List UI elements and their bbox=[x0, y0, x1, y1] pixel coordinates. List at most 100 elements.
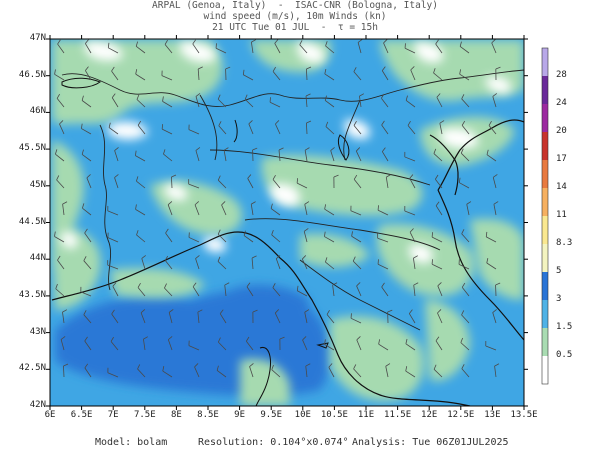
wind-barb bbox=[162, 96, 173, 108]
wind-barb bbox=[495, 282, 501, 297]
wind-barb bbox=[215, 43, 227, 54]
colorbar-frame bbox=[541, 47, 549, 385]
wind-barb bbox=[381, 147, 389, 162]
wind-barb bbox=[167, 336, 173, 351]
wind-barb bbox=[404, 43, 416, 54]
wind-barb bbox=[461, 94, 470, 108]
wind-barb bbox=[385, 363, 391, 378]
wind-barb bbox=[110, 336, 119, 351]
wind-barb bbox=[57, 39, 65, 54]
wind-barb bbox=[137, 282, 146, 297]
wind-barb bbox=[279, 336, 285, 351]
latitude-label: 45N bbox=[29, 179, 46, 190]
wind-barb bbox=[84, 336, 92, 351]
wind-barb bbox=[197, 309, 203, 324]
wind-barb bbox=[111, 66, 119, 81]
wind-barb bbox=[413, 255, 418, 270]
wind-barb bbox=[192, 282, 200, 297]
wind-barb bbox=[188, 179, 200, 189]
wind-barb bbox=[405, 338, 416, 351]
wind-barb bbox=[356, 336, 362, 351]
header-title: ARPAL (Genoa, Italy) - ISAC-CNR (Bologna… bbox=[152, 0, 438, 11]
wind-barb bbox=[141, 255, 146, 270]
coastlines bbox=[51, 119, 524, 406]
wind-barb bbox=[383, 39, 389, 54]
wind-barb bbox=[328, 363, 335, 378]
wind-barb bbox=[381, 282, 389, 297]
wind-barb bbox=[83, 310, 92, 324]
wind-barb bbox=[304, 201, 310, 216]
wind-barb bbox=[324, 231, 335, 243]
wind-barb bbox=[435, 336, 443, 351]
wind-barb bbox=[486, 258, 497, 270]
wind-barb bbox=[460, 148, 470, 162]
wind-barb bbox=[137, 364, 146, 378]
wind-barb bbox=[333, 174, 339, 189]
wind-barb bbox=[84, 228, 92, 243]
wind-barb bbox=[439, 120, 445, 135]
wind-barb bbox=[195, 147, 201, 162]
colorbar-label: 3 bbox=[556, 294, 562, 304]
longitude-label: 8.5E bbox=[197, 410, 219, 420]
wind-barb bbox=[353, 364, 362, 378]
wind-barb bbox=[433, 364, 443, 378]
longitude-label: 7.5E bbox=[133, 410, 156, 420]
colorbar-label: 8.3 bbox=[556, 238, 573, 248]
wind-barb bbox=[352, 256, 362, 270]
wind-barb bbox=[252, 309, 258, 324]
wind-barb bbox=[269, 97, 281, 108]
longitude-label: 11E bbox=[357, 410, 375, 420]
wind-barb bbox=[114, 147, 119, 162]
wind-barb bbox=[107, 260, 119, 270]
wind-barb bbox=[387, 309, 393, 324]
wind-barb bbox=[437, 282, 443, 297]
colorbar-segment bbox=[542, 272, 548, 300]
wind-barb bbox=[246, 282, 254, 297]
wind-barb bbox=[301, 255, 308, 270]
wind-barb bbox=[324, 95, 335, 108]
longitude-label: 12E bbox=[421, 410, 438, 420]
longitude-label: 12.5E bbox=[447, 410, 475, 420]
wind-barb bbox=[244, 94, 254, 108]
wind-barb bbox=[459, 41, 470, 54]
wind-barb bbox=[492, 93, 498, 108]
wind-barb bbox=[135, 69, 146, 81]
wind-barb bbox=[221, 201, 227, 216]
wind-barb bbox=[107, 232, 119, 243]
wind-barb bbox=[270, 203, 281, 216]
wind-barb bbox=[194, 201, 200, 216]
wind-barb bbox=[85, 39, 92, 54]
colorbar-label: 24 bbox=[556, 98, 567, 108]
wind-barb bbox=[436, 93, 443, 108]
latitude-label: 43N bbox=[29, 326, 46, 337]
colorbar-segment bbox=[542, 104, 548, 132]
longitude-label: 8E bbox=[170, 410, 182, 420]
footer-model: Model: bolam bbox=[95, 437, 168, 448]
wind-barb bbox=[466, 201, 472, 216]
latitude-label: 44N bbox=[29, 253, 46, 264]
wind-barb bbox=[272, 283, 281, 297]
wind-barb bbox=[81, 123, 92, 135]
wind-barb bbox=[324, 69, 335, 81]
wind-barb bbox=[114, 174, 119, 189]
wind-barb bbox=[171, 174, 177, 189]
latitude-label: 47N bbox=[29, 33, 46, 43]
wind-barb bbox=[305, 93, 311, 108]
longitude-label: 7E bbox=[107, 410, 119, 420]
wind-barb bbox=[494, 363, 500, 378]
colorbar-segment bbox=[542, 188, 548, 216]
wind-barb bbox=[164, 255, 173, 270]
wind-barb bbox=[435, 201, 443, 216]
wind-barb bbox=[459, 69, 470, 81]
colorbar-segment bbox=[542, 300, 548, 328]
wind-barb bbox=[143, 336, 148, 351]
wind-barb bbox=[381, 66, 389, 81]
wind-barb bbox=[296, 178, 308, 189]
wind-barb bbox=[107, 367, 119, 378]
wind-barb bbox=[305, 363, 311, 378]
wind-barb bbox=[217, 175, 227, 189]
wind-barb bbox=[458, 177, 470, 189]
longitude-label: 13E bbox=[484, 410, 501, 420]
colorbar-segment bbox=[542, 328, 548, 356]
wind-barb bbox=[304, 147, 310, 162]
